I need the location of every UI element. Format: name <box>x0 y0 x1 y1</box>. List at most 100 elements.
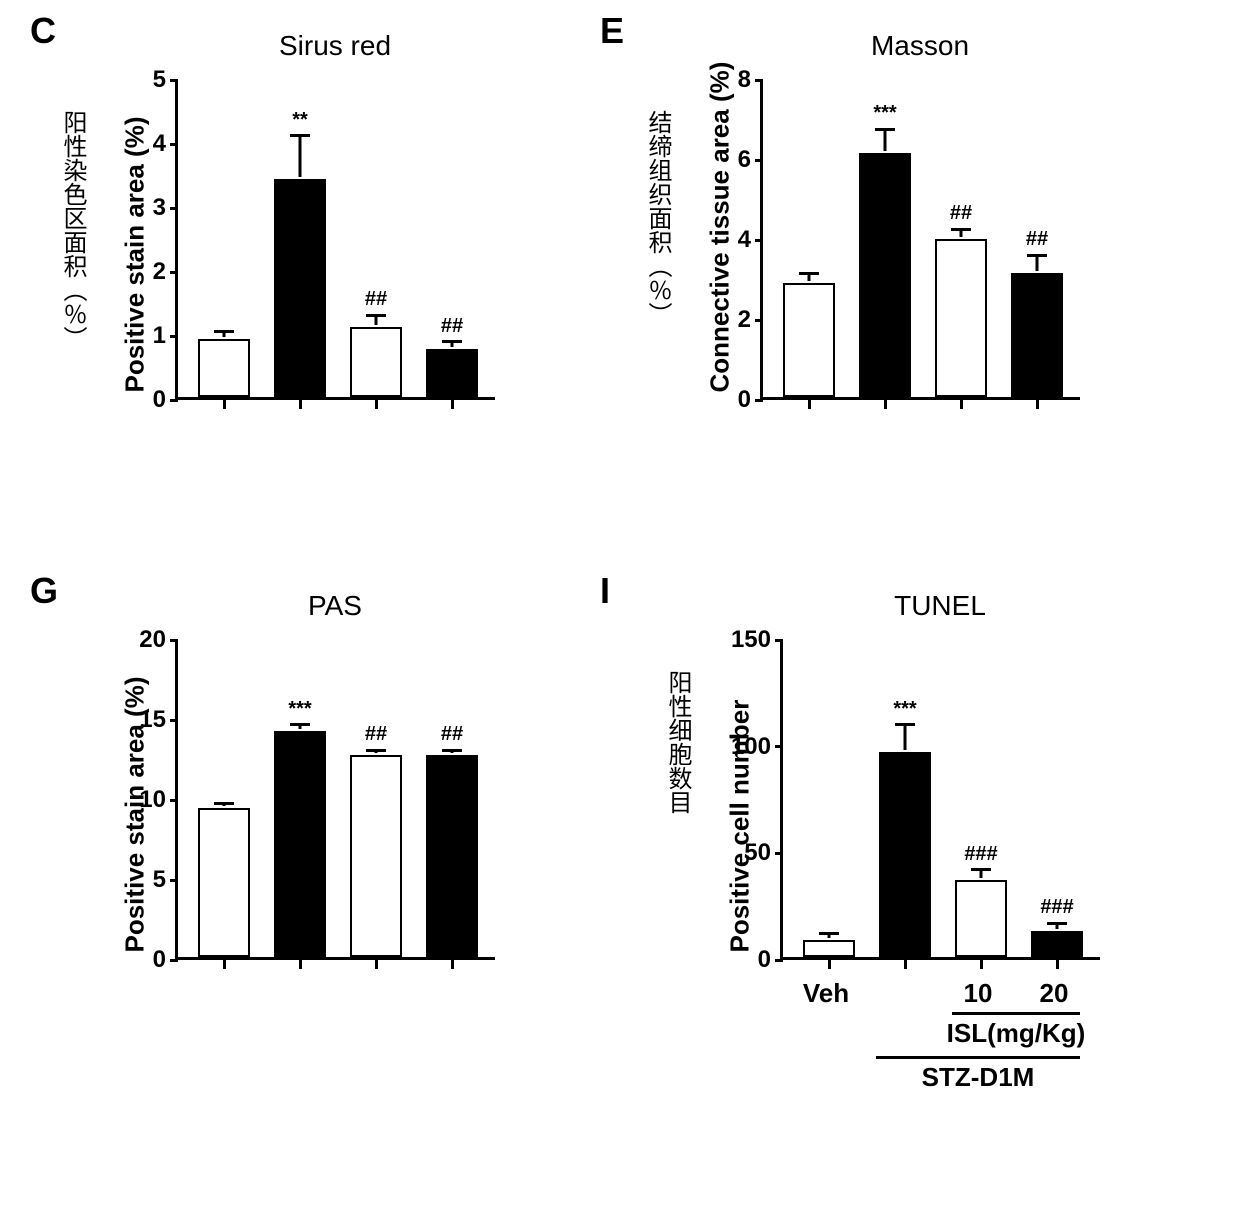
x-tick <box>960 397 963 409</box>
y-tick <box>755 319 763 322</box>
isl-line <box>952 1012 1080 1015</box>
chart-title-E: Masson <box>760 30 1080 62</box>
x-tick <box>808 397 811 409</box>
y-tick <box>755 79 763 82</box>
y-label-cn-C: 阳性染色区面积（％） <box>55 110 90 350</box>
y-tick-label: 2 <box>153 258 166 286</box>
plot-area-E: 02468***#### <box>760 80 1080 400</box>
y-tick <box>170 879 178 882</box>
sig-label: ## <box>441 315 463 338</box>
y-tick-label: 10 <box>139 786 166 814</box>
y-tick <box>170 719 178 722</box>
sig-label: *** <box>288 698 311 721</box>
y-tick <box>170 639 178 642</box>
bar-G-2: ## <box>350 755 402 957</box>
bar-G-3: ## <box>426 755 478 957</box>
bar-C-2: ## <box>350 327 402 397</box>
y-tick <box>170 335 178 338</box>
bar-I-2: ### <box>955 880 1007 957</box>
y-tick <box>755 159 763 162</box>
x-label-isl: ISL(mg/Kg) <box>932 1018 1100 1049</box>
error-cap <box>442 749 462 752</box>
x-tick <box>223 957 226 969</box>
y-tick <box>170 799 178 802</box>
x-label-10: 10 <box>952 978 1004 1009</box>
y-tick <box>775 959 783 962</box>
y-tick-label: 4 <box>738 226 751 254</box>
sig-label: ## <box>365 723 387 746</box>
panel-label-C: C <box>30 10 56 52</box>
bar-I-0 <box>803 940 855 957</box>
y-label-en-C: Positive stain area (%) <box>120 93 151 393</box>
x-tick <box>904 957 907 969</box>
y-label-cn-E: 结缔组织面积（％） <box>640 110 675 326</box>
error-bar <box>904 725 907 751</box>
sig-label: *** <box>873 102 896 125</box>
y-tick <box>755 239 763 242</box>
y-tick <box>170 207 178 210</box>
bar-I-1: *** <box>879 752 931 957</box>
plot-area-G: 05101520***#### <box>175 640 495 960</box>
y-tick <box>775 852 783 855</box>
y-tick-label: 5 <box>153 866 166 894</box>
x-tick <box>1056 957 1059 969</box>
y-label-cn-I: 阳性细胞数目 <box>660 670 695 814</box>
y-tick-label: 0 <box>738 386 751 414</box>
error-cap <box>971 868 991 871</box>
y-tick-label: 4 <box>153 130 166 158</box>
panel-label-G: G <box>30 570 58 612</box>
error-cap <box>290 134 310 137</box>
chart-title-I: TUNEL <box>780 590 1100 622</box>
error-cap <box>214 330 234 333</box>
y-tick-label: 5 <box>153 66 166 94</box>
x-tick <box>451 957 454 969</box>
x-tick <box>375 957 378 969</box>
sig-label: ### <box>964 843 997 866</box>
y-tick-label: 0 <box>153 946 166 974</box>
sig-label: ## <box>441 723 463 746</box>
y-tick-label: 2 <box>738 306 751 334</box>
sig-label: ## <box>365 288 387 311</box>
error-cap <box>875 128 895 131</box>
y-tick-label: 3 <box>153 194 166 222</box>
error-cap <box>1027 254 1047 257</box>
y-tick-label: 0 <box>153 386 166 414</box>
error-cap <box>366 314 386 317</box>
y-tick-label: 20 <box>139 626 166 654</box>
panel-label-I: I <box>600 570 610 612</box>
y-tick <box>755 399 763 402</box>
y-tick <box>170 143 178 146</box>
bar-E-1: *** <box>859 153 911 397</box>
x-label-stz: STZ-D1M <box>876 1062 1080 1093</box>
bar-I-3: ### <box>1031 931 1083 957</box>
x-tick <box>828 957 831 969</box>
error-cap <box>819 932 839 935</box>
sig-label: ** <box>292 109 308 132</box>
plot-area-C: 012345**#### <box>175 80 495 400</box>
sig-label: ## <box>950 202 972 225</box>
error-cap <box>290 723 310 726</box>
y-label-en-E: Connective tissue area (%) <box>705 93 736 393</box>
sig-label: ### <box>1040 896 1073 919</box>
error-bar <box>884 129 887 151</box>
y-tick-label: 100 <box>731 733 771 761</box>
x-tick <box>980 957 983 969</box>
bar-G-0 <box>198 808 250 957</box>
y-tick-label: 6 <box>738 146 751 174</box>
error-cap <box>214 802 234 805</box>
bar-G-1: *** <box>274 731 326 957</box>
x-tick <box>375 397 378 409</box>
error-cap <box>951 228 971 231</box>
y-tick-label: 150 <box>731 626 771 654</box>
error-cap <box>799 272 819 275</box>
x-tick <box>451 397 454 409</box>
y-tick-label: 1 <box>153 322 166 350</box>
x-tick <box>223 397 226 409</box>
x-label-20: 20 <box>1028 978 1080 1009</box>
y-tick <box>775 639 783 642</box>
x-tick <box>299 957 302 969</box>
y-tick-label: 50 <box>744 839 771 867</box>
sig-label: ## <box>1026 228 1048 251</box>
error-cap <box>366 749 386 752</box>
bar-C-1: ** <box>274 179 326 397</box>
